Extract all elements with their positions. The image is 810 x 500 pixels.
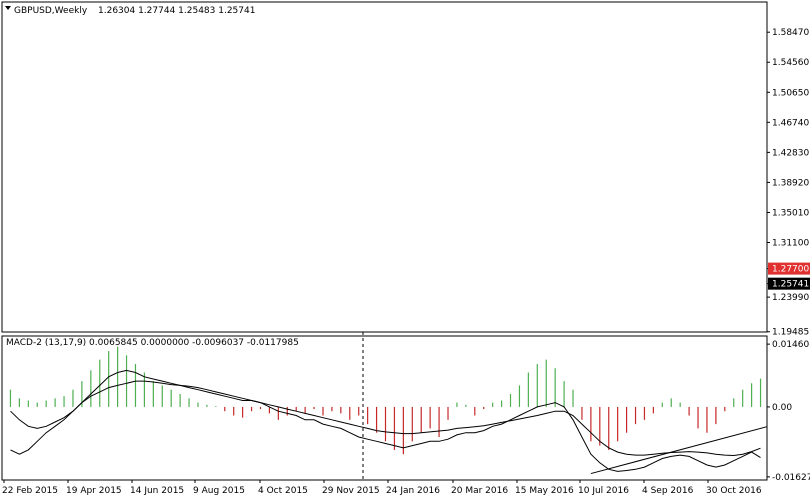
y-tick-label: 1.27700 bbox=[772, 265, 809, 275]
symbol-title: GBPUSD,Weekly bbox=[14, 6, 88, 16]
price-frame bbox=[1, 1, 768, 333]
hline-price-box bbox=[768, 262, 810, 275]
macd-y-tick-label: 0.0146084 bbox=[772, 340, 810, 350]
x-tick-label: 9 Aug 2015 bbox=[193, 486, 245, 496]
macd-trendline[interactable] bbox=[590, 426, 768, 475]
macd-line-signal[interactable] bbox=[10, 380, 761, 457]
y-tick-label: 1.19485 bbox=[772, 328, 809, 338]
y-tick-label: 1.23990 bbox=[772, 293, 809, 303]
ohlc-readout: 1.26304 1.27744 1.25483 1.25741 bbox=[98, 6, 255, 16]
y-tick-label: 1.50650 bbox=[772, 88, 809, 98]
x-tick-label: 29 Nov 2015 bbox=[322, 486, 380, 496]
macd-title: MACD-2 (13,17,9) 0.0065845 0.0000000 -0.… bbox=[6, 338, 299, 348]
y-tick-label: 1.54560 bbox=[772, 58, 809, 68]
x-tick-label: 30 Oct 2016 bbox=[706, 486, 762, 496]
x-tick-label: 19 Apr 2015 bbox=[66, 486, 122, 496]
macd-frame bbox=[1, 335, 768, 481]
y-tick-label: 1.58470 bbox=[772, 28, 809, 38]
y-tick-label: 1.38920 bbox=[772, 178, 809, 188]
macd-y-tick-label: 0.00 bbox=[772, 403, 792, 413]
y-tick-label: 1.46740 bbox=[772, 118, 809, 128]
x-tick-label: 20 Mar 2016 bbox=[451, 486, 508, 496]
x-tick-label: 4 Oct 2015 bbox=[258, 486, 308, 496]
x-tick-label: 14 Jun 2015 bbox=[130, 486, 184, 496]
y-tick-label: 1.25741 bbox=[772, 280, 809, 290]
symbol-dropdown-icon bbox=[5, 6, 11, 10]
x-tick-label: 4 Sep 2016 bbox=[642, 486, 694, 496]
x-tick-label: 10 Jul 2016 bbox=[578, 486, 629, 496]
macd-panel[interactable] bbox=[9, 346, 768, 475]
macd-line-macd[interactable] bbox=[10, 369, 761, 472]
macd-y-tick-label: -0.0162723 bbox=[772, 473, 810, 483]
x-tick-label: 15 May 2016 bbox=[515, 486, 574, 496]
x-tick-label: 24 Jan 2016 bbox=[386, 486, 440, 496]
current-price-box bbox=[768, 277, 810, 290]
y-tick-label: 1.35010 bbox=[772, 208, 809, 218]
y-tick-label: 1.31100 bbox=[772, 238, 809, 248]
y-tick-label: 1.42830 bbox=[772, 148, 809, 158]
x-tick-label: 22 Feb 2015 bbox=[2, 486, 58, 496]
